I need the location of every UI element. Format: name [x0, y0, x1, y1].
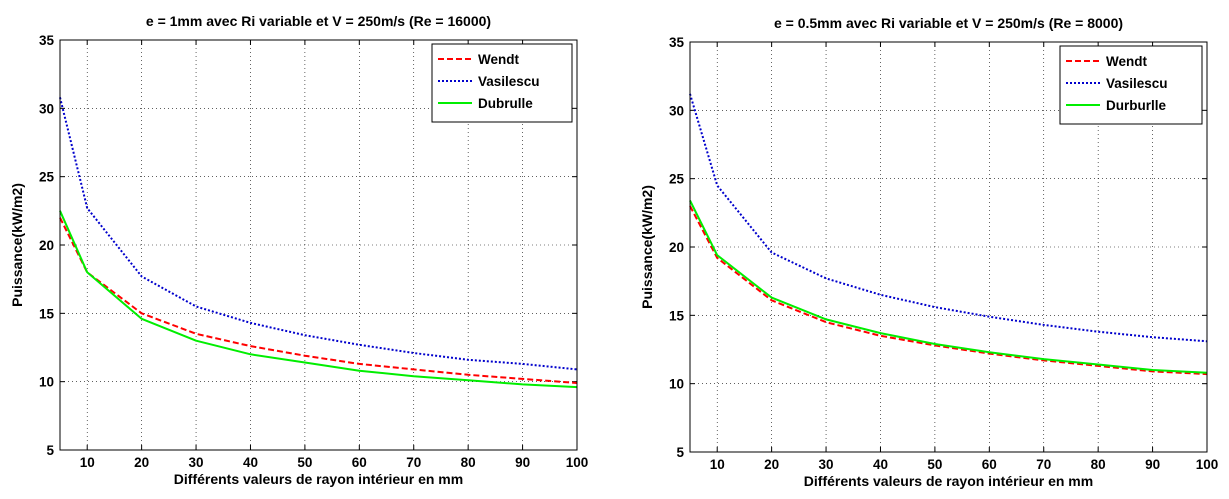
- chart-1-y-tick-label: 30: [669, 103, 684, 118]
- chart-1: 10 20 30 40 50 60 70 80 90 100 5 10 15 20 25 30 35 e = 0.…: [639, 15, 1218, 489]
- chart-0-y-tick-label: 10: [39, 375, 54, 390]
- chart-0-y-tick-label: 35: [39, 33, 55, 48]
- chart-0-series-line-vasilescu: [59, 97, 578, 371]
- chart-1-x-tick-label: 80: [1091, 457, 1106, 472]
- chart-1-x-axis-label: Différents valeurs de rayon intérieur en…: [804, 473, 1093, 489]
- chart-0-legend-label-wendt: Wendt: [478, 52, 519, 67]
- chart-0-title: e = 1mm avec Ri variable et V = 250m/s (…: [146, 13, 491, 29]
- chart-1-y-tick-label: 20: [669, 240, 684, 255]
- chart-1-legend-label-durburlle: Durburlle: [1106, 98, 1166, 113]
- chart-0-x-tick-label: 60: [352, 455, 367, 470]
- chart-0-y-axis-label: Puissance(kW/m2): [9, 183, 25, 307]
- chart-1-legend: Wendt Vasilescu Durburlle: [1059, 45, 1203, 125]
- chart-1-x-tick-label: 90: [1145, 457, 1160, 472]
- chart-0-x-tick-label: 50: [297, 455, 312, 470]
- chart-0-x-tick-label: 80: [461, 455, 476, 470]
- chart-1-legend-box: [1059, 45, 1203, 125]
- chart-0-series-line-wendt: [59, 217, 578, 384]
- chart-1-y-tick-label: 25: [669, 172, 685, 187]
- chart-0-x-tick-label: 70: [406, 455, 421, 470]
- chart-0-x-tick-label: 30: [189, 455, 204, 470]
- chart-1-y-axis-label: Puissance(kW/m2): [639, 185, 655, 309]
- chart-0-y-tick-label: 20: [39, 238, 54, 253]
- chart-0-y-tick-label: 5: [46, 443, 54, 458]
- chart-1-title: e = 0.5mm avec Ri variable et V = 250m/s…: [774, 15, 1123, 31]
- chart-0-x-axis-label: Différents valeurs de rayon intérieur en…: [174, 471, 463, 487]
- chart-1-x-tick-label: 20: [764, 457, 779, 472]
- chart-1-series-line-vasilescu: [689, 93, 1208, 343]
- chart-1-x-tick-label: 60: [982, 457, 997, 472]
- chart-0-series-line-dubrulle: [59, 210, 578, 389]
- chart-1-series-line-wendt: [689, 205, 1208, 376]
- chart-1-y-tick-label: 10: [669, 377, 684, 392]
- chart-0-x-tick-label: 90: [515, 455, 530, 470]
- chart-0-x-tick-label: 40: [243, 455, 258, 470]
- chart-0-y-tick-label: 30: [39, 101, 54, 116]
- chart-1-y-tick-label: 15: [669, 308, 685, 323]
- chart-0-legend-label-vasilescu: Vasilescu: [478, 74, 540, 89]
- chart-1-x-tick-label: 40: [873, 457, 888, 472]
- chart-0-x-tick-label: 100: [566, 455, 589, 470]
- chart-0-legend: Wendt Vasilescu Dubrulle: [431, 43, 573, 123]
- chart-1-y-tick-label: 35: [669, 35, 685, 50]
- chart-1-axes-frame: [689, 41, 1208, 453]
- chart-1-x-tick-label: 50: [927, 457, 942, 472]
- chart-0-y-tick-label: 15: [39, 306, 55, 321]
- chart-0: 10 20 30 40 50 60 70 80 90 100 5 10 15 20 25 30 35 e = 1m…: [9, 13, 588, 487]
- chart-1-x-tick-label: 30: [819, 457, 834, 472]
- chart-0-axes-frame: [59, 39, 578, 451]
- chart-0-legend-box: [431, 43, 573, 123]
- chart-1-legend-label-vasilescu: Vasilescu: [1106, 76, 1168, 91]
- chart-1-legend-label-wendt: Wendt: [1106, 54, 1147, 69]
- chart-1-x-tick-label: 70: [1036, 457, 1051, 472]
- chart-1-y-tick-label: 5: [676, 445, 684, 460]
- chart-1-x-tick-label: 100: [1196, 457, 1219, 472]
- chart-1-series-line-durburlle: [689, 200, 1208, 374]
- chart-0-x-tick-label: 20: [134, 455, 149, 470]
- chart-0-y-tick-label: 25: [39, 170, 55, 185]
- chart-1-x-tick-label: 10: [710, 457, 725, 472]
- chart-0-x-tick-label: 10: [80, 455, 95, 470]
- chart-0-legend-label-dubrulle: Dubrulle: [478, 96, 533, 111]
